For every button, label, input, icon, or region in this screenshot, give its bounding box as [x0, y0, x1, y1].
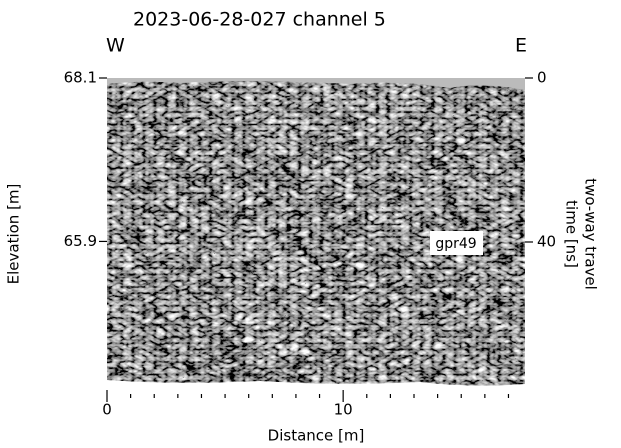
x-tick-label: 0 — [102, 401, 112, 419]
surface — [107, 78, 525, 90]
y2-axis-label: time [ns] — [563, 200, 581, 268]
x-axis-label: Distance [m] — [268, 427, 365, 445]
bottom-edge — [107, 380, 525, 390]
y2-axis-label: two-way travel — [582, 178, 600, 290]
annotation: gpr49 — [435, 236, 476, 252]
chart-title: 2023-06-28-027 channel 5 — [133, 9, 386, 31]
y-tick-label: 65.9 — [64, 232, 97, 250]
west-label: W — [106, 35, 125, 57]
y-tick-label: 68.1 — [64, 69, 97, 87]
x-tick-label: 10 — [334, 401, 353, 419]
east-label: E — [515, 35, 527, 57]
annotation-box — [430, 231, 483, 255]
y2-tick-label: 0 — [537, 69, 547, 87]
y2-tick-label: 40 — [537, 232, 556, 250]
y-axis-label: Elevation [m] — [5, 184, 23, 285]
